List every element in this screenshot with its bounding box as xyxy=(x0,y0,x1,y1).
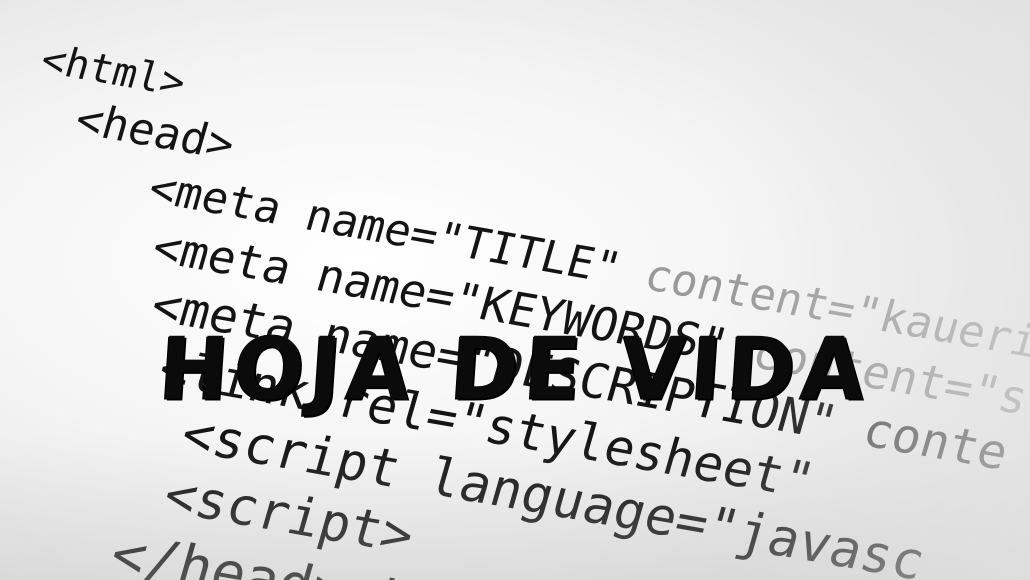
code-line: <head> xyxy=(69,93,241,171)
html-code-listing: <html> <head> <meta name="TITLE" content… xyxy=(0,30,1030,580)
code-line: <html> xyxy=(35,36,191,107)
page-title: HOJA DE VIDA xyxy=(156,319,874,420)
